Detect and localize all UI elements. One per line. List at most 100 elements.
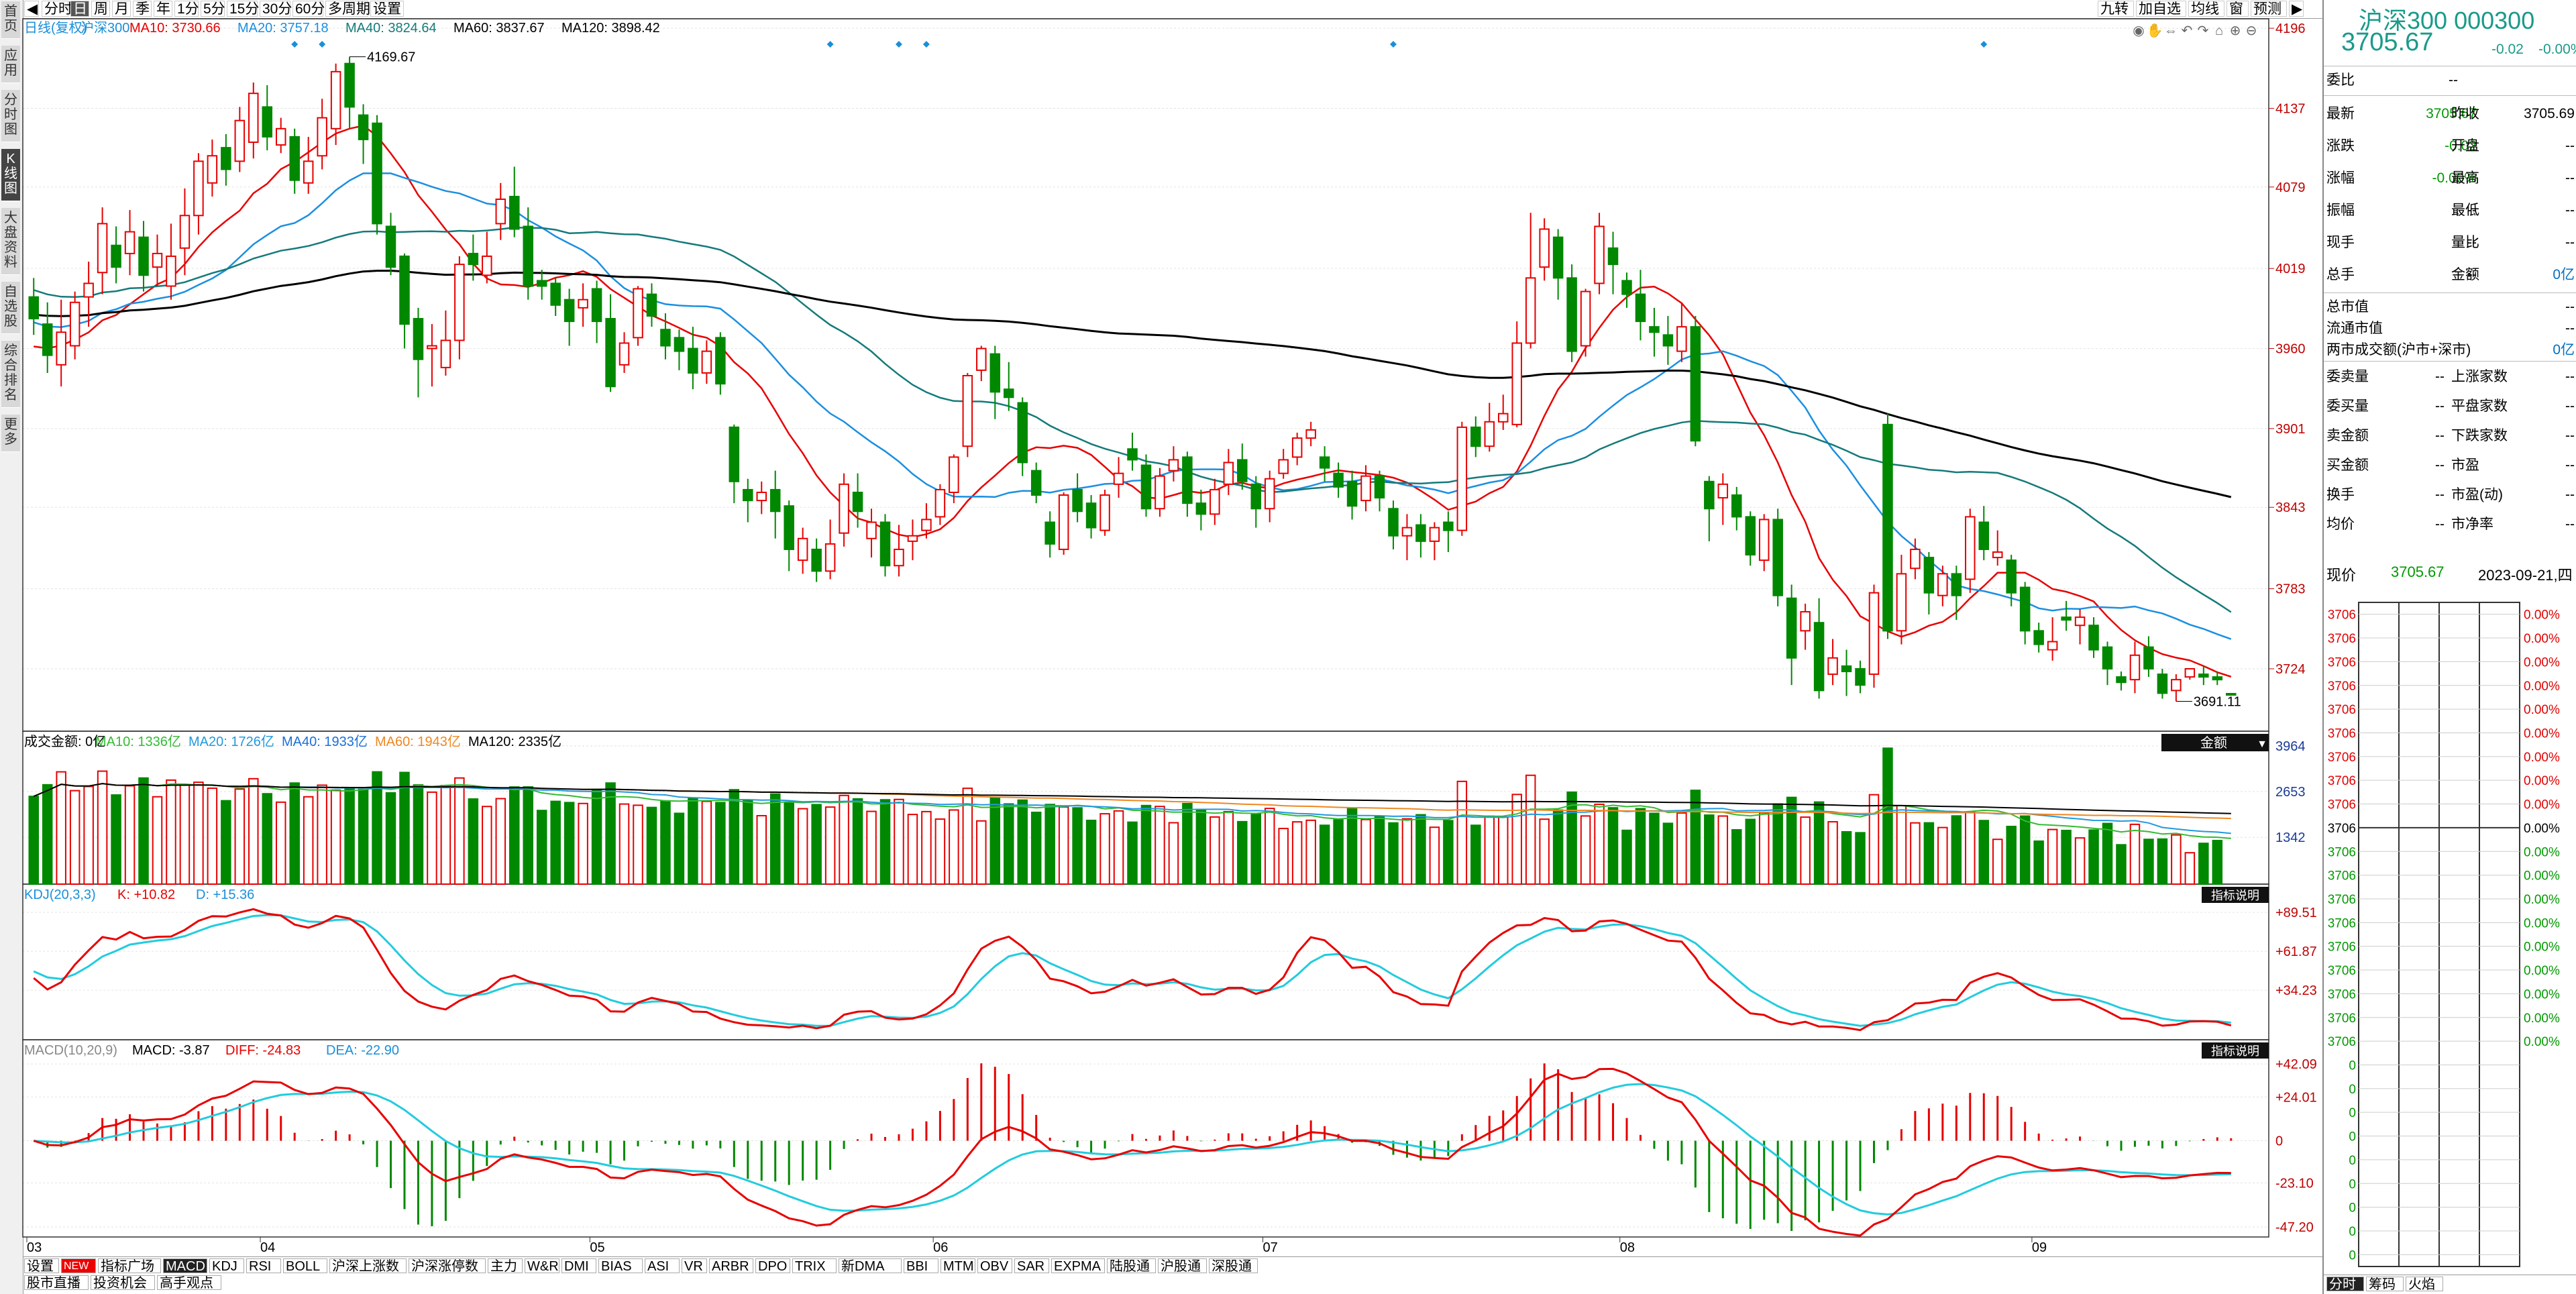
event-marker[interactable] — [291, 41, 299, 48]
period-tab-9[interactable]: 30分 — [260, 1, 292, 17]
candle-body — [1250, 483, 1262, 510]
left-nav-7[interactable]: 更多 — [1, 415, 20, 452]
candle-body — [619, 342, 630, 366]
macd-legend-item: MACD(10,20,9) — [24, 1043, 117, 1058]
indicator-tab-0[interactable]: 设置 — [24, 1258, 59, 1274]
volume-legend-item: MA40: 1933亿 — [282, 734, 368, 749]
dropdown-label: 金额 — [2200, 735, 2227, 751]
left-nav-4[interactable]: 大盘资料 — [1, 208, 20, 275]
indicator-tab-22[interactable]: SAR — [1014, 1258, 1049, 1274]
indicator-tab-5[interactable]: RSI — [246, 1258, 281, 1274]
volume-bar — [2129, 823, 2141, 885]
indicator-tab-6[interactable]: BOLL — [283, 1258, 327, 1274]
left-nav-0[interactable]: 首页 — [1, 1, 20, 39]
indicator-tab-8[interactable]: 沪深涨停数 — [409, 1258, 486, 1274]
candle-body — [1401, 527, 1413, 537]
toolbar-right-0[interactable]: 九转 — [2098, 1, 2134, 17]
indicator-tab-11[interactable]: DMI — [561, 1258, 596, 1274]
period-tab-6[interactable]: 1分 — [174, 1, 199, 17]
indicator-tab-21[interactable]: OBV — [977, 1258, 1012, 1274]
period-tab-1[interactable]: 日 — [70, 1, 89, 17]
volume-bar — [2074, 837, 2086, 885]
indicator-tab-24[interactable]: 陆股通 — [1107, 1258, 1156, 1274]
feature-tab-0[interactable]: 股市直播 — [24, 1275, 89, 1291]
month-label: 03 — [27, 1240, 42, 1255]
indicator-tab-20[interactable]: MTM — [941, 1258, 975, 1274]
candle-body — [1443, 521, 1454, 531]
left-nav-char: 料 — [4, 255, 17, 270]
feature-tab-1[interactable]: 投资机会 — [91, 1275, 155, 1291]
indicator-tab-25[interactable]: 沪股通 — [1158, 1258, 1207, 1274]
candle-body — [1127, 448, 1138, 461]
indicator-tab-1[interactable]: NEW — [61, 1258, 96, 1273]
event-marker[interactable] — [319, 41, 326, 48]
mini-left-label: 3706 — [2328, 751, 2356, 765]
indicator-info-button[interactable]: 指标说明 — [2202, 1042, 2269, 1059]
scroll-right-button[interactable]: ▶ — [2289, 1, 2304, 17]
candle-body — [2019, 586, 2031, 632]
ma20-line — [33, 172, 2232, 640]
indicator-tab-18[interactable]: 新DMA — [839, 1258, 902, 1274]
period-tab-7[interactable]: 5分 — [201, 1, 225, 17]
toolbar-right-4[interactable]: 预测 — [2251, 1, 2287, 17]
event-marker[interactable] — [1389, 41, 1397, 48]
indicator-tab-26[interactable]: 深股通 — [1209, 1258, 1258, 1274]
eye-icon: ◉ — [2133, 23, 2144, 38]
toolbar-right-1[interactable]: 加自选 — [2136, 1, 2186, 17]
feature-tab-2[interactable]: 高手观点 — [157, 1275, 221, 1291]
candle-body — [1113, 472, 1124, 485]
high-annotation: 4169.67 — [367, 50, 415, 65]
right-tab-2[interactable]: 火焰 — [2406, 1277, 2443, 1292]
price-axis-label: 3783 — [2275, 582, 2306, 597]
indicator-tab-15[interactable]: ARBR — [709, 1258, 753, 1274]
period-tab-12[interactable]: 设置 — [370, 1, 404, 17]
toolbar-right-3[interactable]: 窗 — [2226, 1, 2249, 17]
candle-body — [523, 225, 533, 287]
left-nav-6[interactable]: 综合排名 — [1, 341, 20, 408]
volume-bar — [646, 806, 657, 885]
event-marker[interactable] — [922, 41, 930, 48]
right-tab-0[interactable]: 分时 — [2326, 1277, 2364, 1292]
indicator-tab-19[interactable]: BBI — [904, 1258, 938, 1274]
period-tab-11[interactable]: 多周期 — [325, 1, 370, 17]
candle-body — [413, 318, 424, 360]
chart-area[interactable]: 4196 4137 4079 4019 3960 3901 3843 3783 3724 4169… — [0, 0, 2322, 1268]
indicator-tab-3[interactable]: MACD — [163, 1258, 207, 1274]
candle-body — [2157, 673, 2168, 694]
indicator-tab-23[interactable]: EXPMA — [1051, 1258, 1105, 1274]
indicator-tab-10[interactable]: W&R — [525, 1258, 559, 1274]
left-nav-1[interactable]: 应用 — [1, 46, 20, 83]
quote-label: 市净率 — [2451, 517, 2493, 532]
period-tab-8[interactable]: 15分 — [227, 1, 259, 17]
event-marker[interactable] — [895, 41, 902, 48]
period-tab-2[interactable]: 周 — [91, 1, 110, 17]
period-tab-3[interactable]: 月 — [112, 1, 131, 17]
event-marker[interactable] — [1980, 41, 1988, 48]
volume-dropdown[interactable]: 金额 ▼ — [2161, 734, 2269, 751]
indicator-info-button[interactable]: 指标说明 — [2202, 887, 2269, 903]
arrows-icon: ⇔ — [2164, 23, 2178, 38]
indicator-tab-2[interactable]: 指标广场 — [98, 1258, 161, 1274]
indicator-tab-7[interactable]: 沪深上涨数 — [329, 1258, 407, 1274]
indicator-tab-4[interactable]: KDJ — [209, 1258, 244, 1274]
event-marker[interactable] — [826, 41, 834, 48]
period-tab-0[interactable]: 分时 — [42, 1, 72, 17]
period-tab-5[interactable]: 年 — [154, 1, 172, 17]
indicator-tab-16[interactable]: DPO — [755, 1258, 790, 1274]
toolbar-right-2[interactable]: 均线 — [2188, 1, 2224, 17]
period-tab-10[interactable]: 60分 — [292, 1, 325, 17]
right-tab-1[interactable]: 筹码 — [2366, 1277, 2404, 1292]
indicator-tab-17[interactable]: TRIX — [792, 1258, 837, 1274]
indicator-tab-14[interactable]: VR — [682, 1258, 707, 1274]
indicator-tab-12[interactable]: BIAS — [598, 1258, 643, 1274]
candle-body — [358, 114, 369, 140]
indicator-tab-13[interactable]: ASI — [645, 1258, 680, 1274]
volume-bar — [234, 788, 246, 885]
left-nav-2[interactable]: 分时图 — [1, 90, 20, 142]
scroll-left-button[interactable]: ◀ — [24, 1, 39, 17]
period-tab-4[interactable]: 季 — [133, 1, 152, 17]
left-nav-5[interactable]: 自选股 — [1, 282, 20, 334]
left-nav-char: 首 — [4, 4, 17, 19]
indicator-tab-9[interactable]: 主力 — [488, 1258, 523, 1274]
